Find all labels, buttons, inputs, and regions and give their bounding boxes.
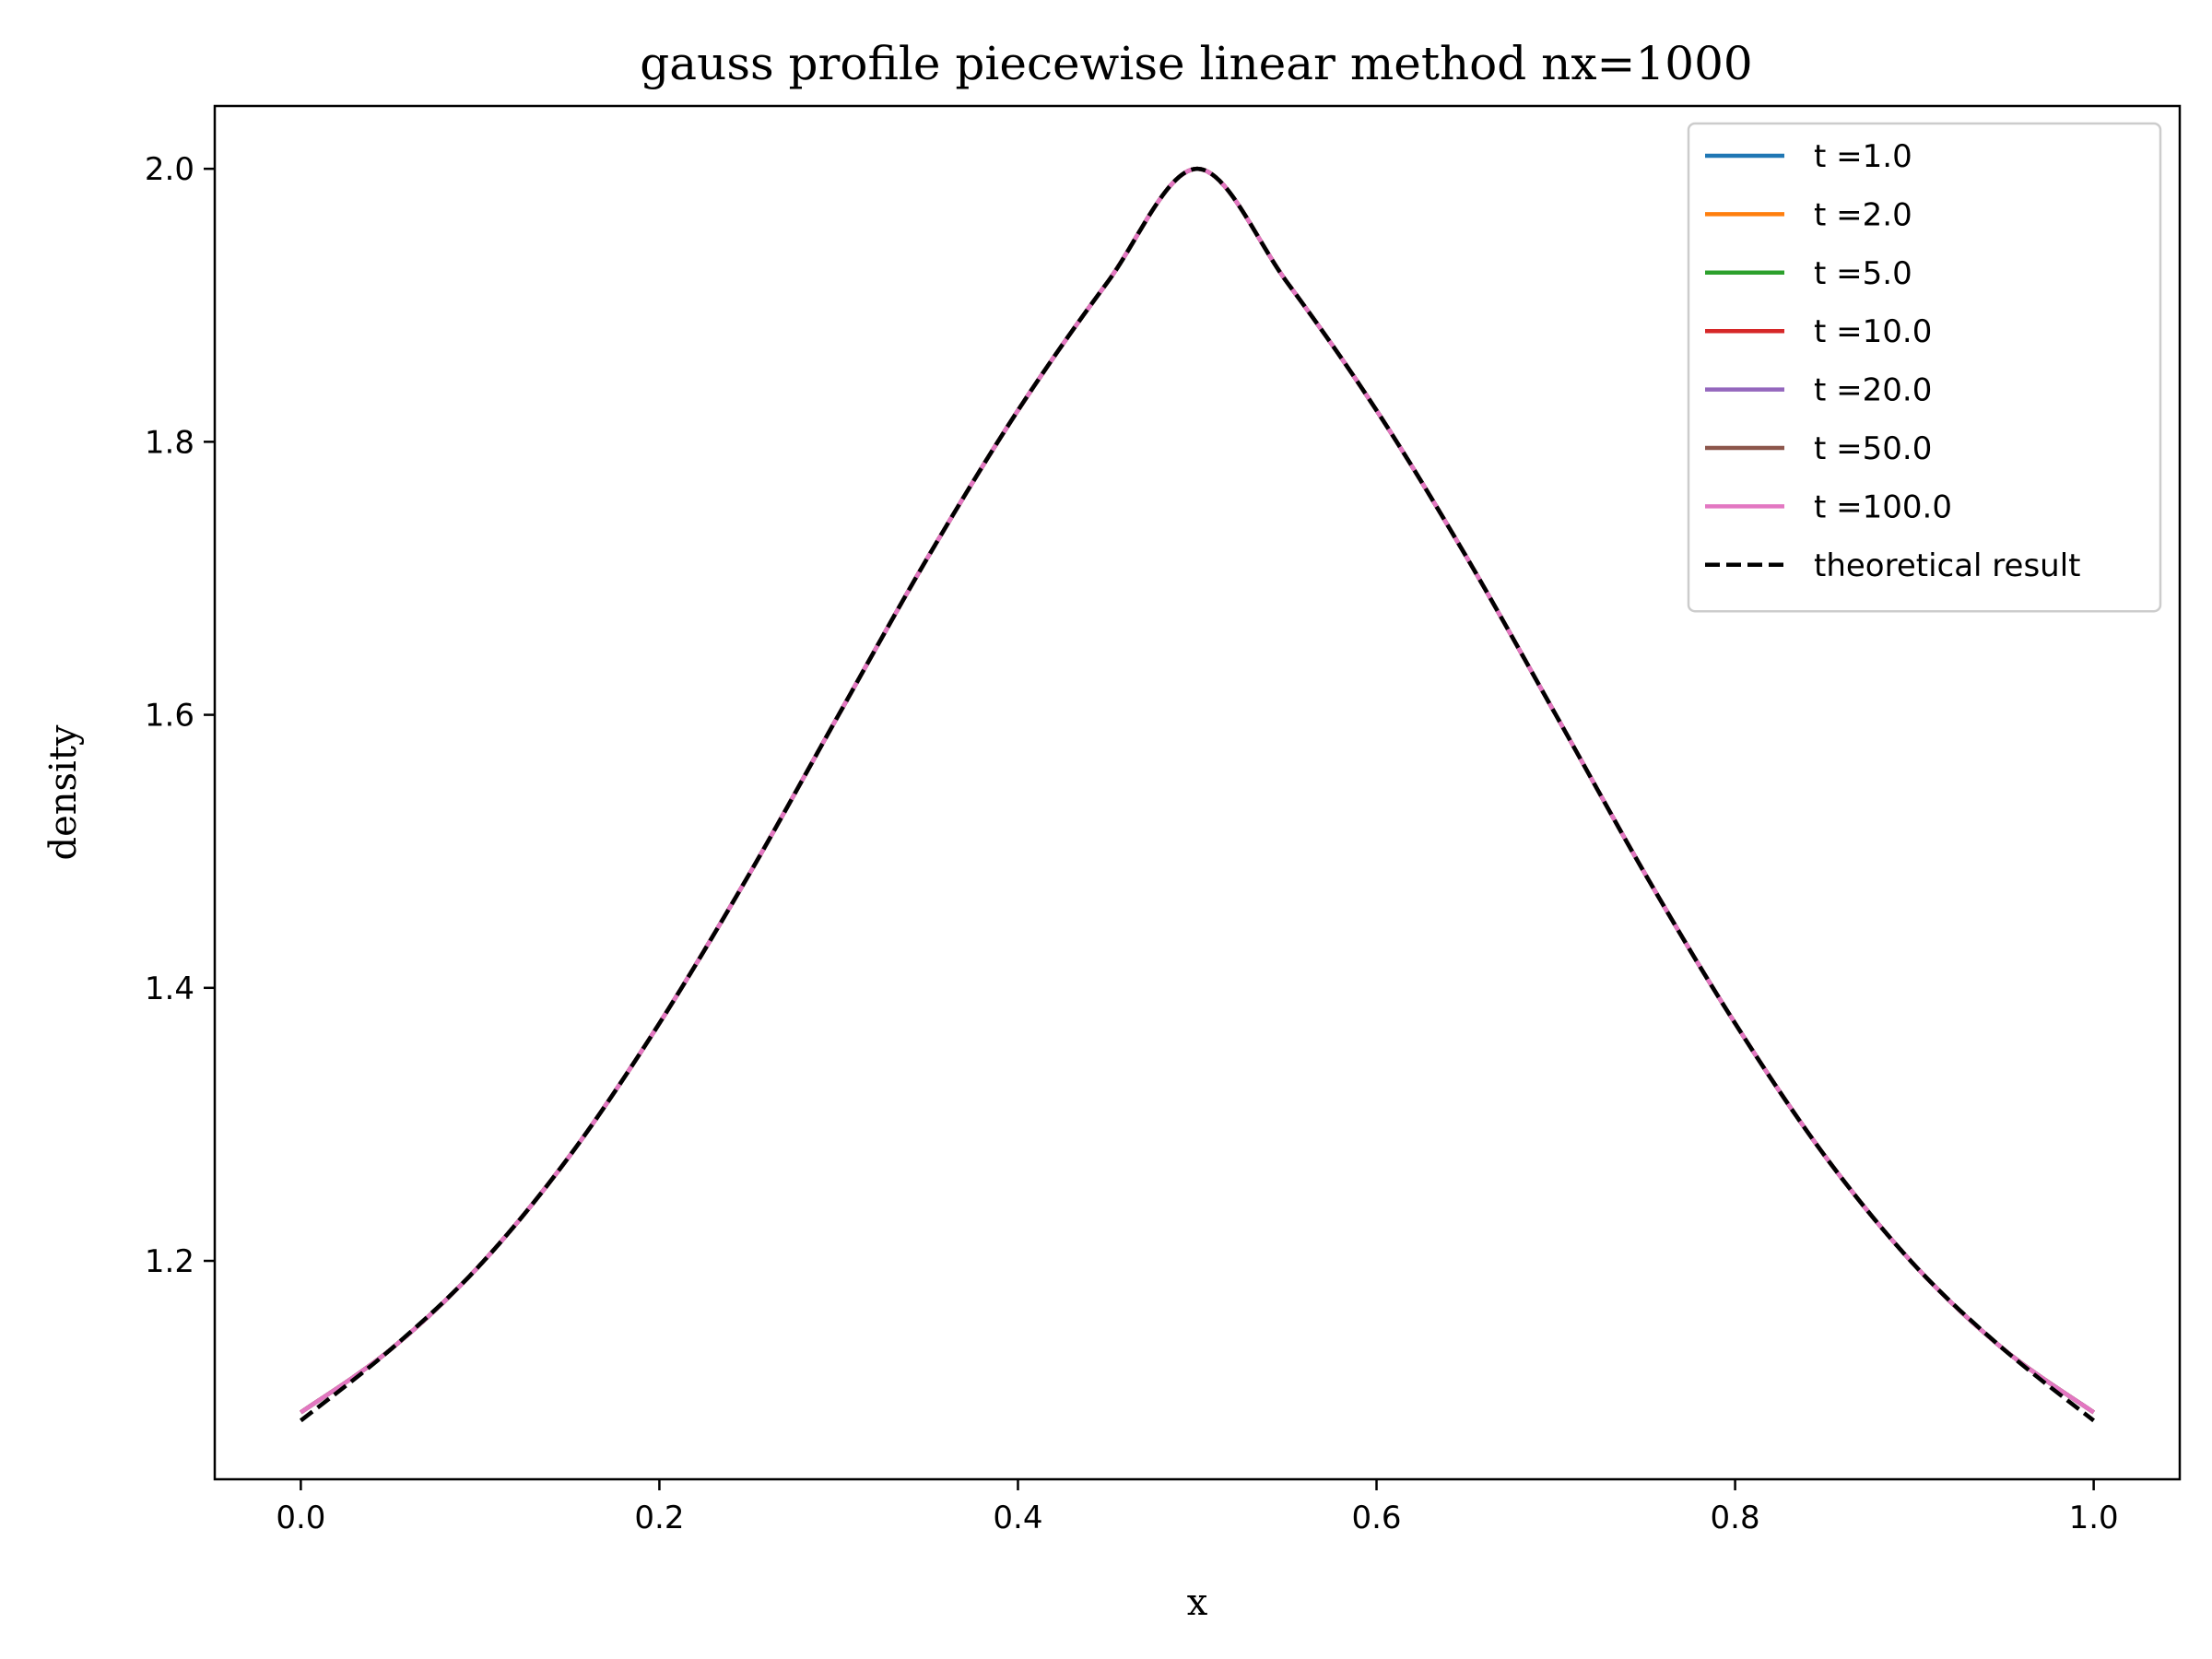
x-tick-label: 0.4	[993, 1500, 1042, 1536]
legend-label: t =10.0	[1814, 313, 1932, 350]
x-tick-label: 0.2	[634, 1500, 684, 1536]
x-axis-label: x	[1187, 1582, 1208, 1624]
legend-label: t =5.0	[1814, 255, 1912, 292]
y-axis: 1.2 1.4 1.6 1.8 2.0	[145, 151, 215, 1280]
x-tick-label: 0.8	[1711, 1500, 1760, 1536]
legend: t =1.0 t =2.0 t =5.0 t =10.0 t =20.0 t =50.0 t…	[1687, 122, 2162, 613]
legend-label: t =100.0	[1814, 488, 1952, 525]
legend-label: t =20.0	[1814, 372, 1932, 409]
series-line-7	[299, 166, 2096, 1423]
legend-label: t =1.0	[1814, 138, 1912, 175]
legend-frame	[1687, 122, 2162, 613]
y-tick-label: 1.8	[145, 424, 194, 461]
series-layer	[299, 166, 2096, 1423]
legend-label: t =2.0	[1814, 196, 1912, 233]
x-tick-label: 0.0	[276, 1500, 325, 1536]
x-axis: 0.0 0.2 0.4 0.6 0.8 1.0	[276, 1479, 2119, 1536]
y-axis-label: density	[42, 724, 85, 860]
x-tick-label: 0.6	[1351, 1500, 1401, 1536]
y-tick-label: 1.2	[145, 1243, 194, 1280]
y-tick-label: 1.4	[145, 971, 194, 1007]
y-tick-label: 1.6	[145, 698, 194, 735]
legend-label: t =50.0	[1814, 430, 1932, 467]
x-tick-label: 1.0	[2069, 1500, 2119, 1536]
y-tick-label: 2.0	[145, 151, 194, 188]
chart-title: gauss profile piecewise linear method nx…	[640, 37, 1752, 90]
legend-label: theoretical result	[1814, 547, 2081, 584]
